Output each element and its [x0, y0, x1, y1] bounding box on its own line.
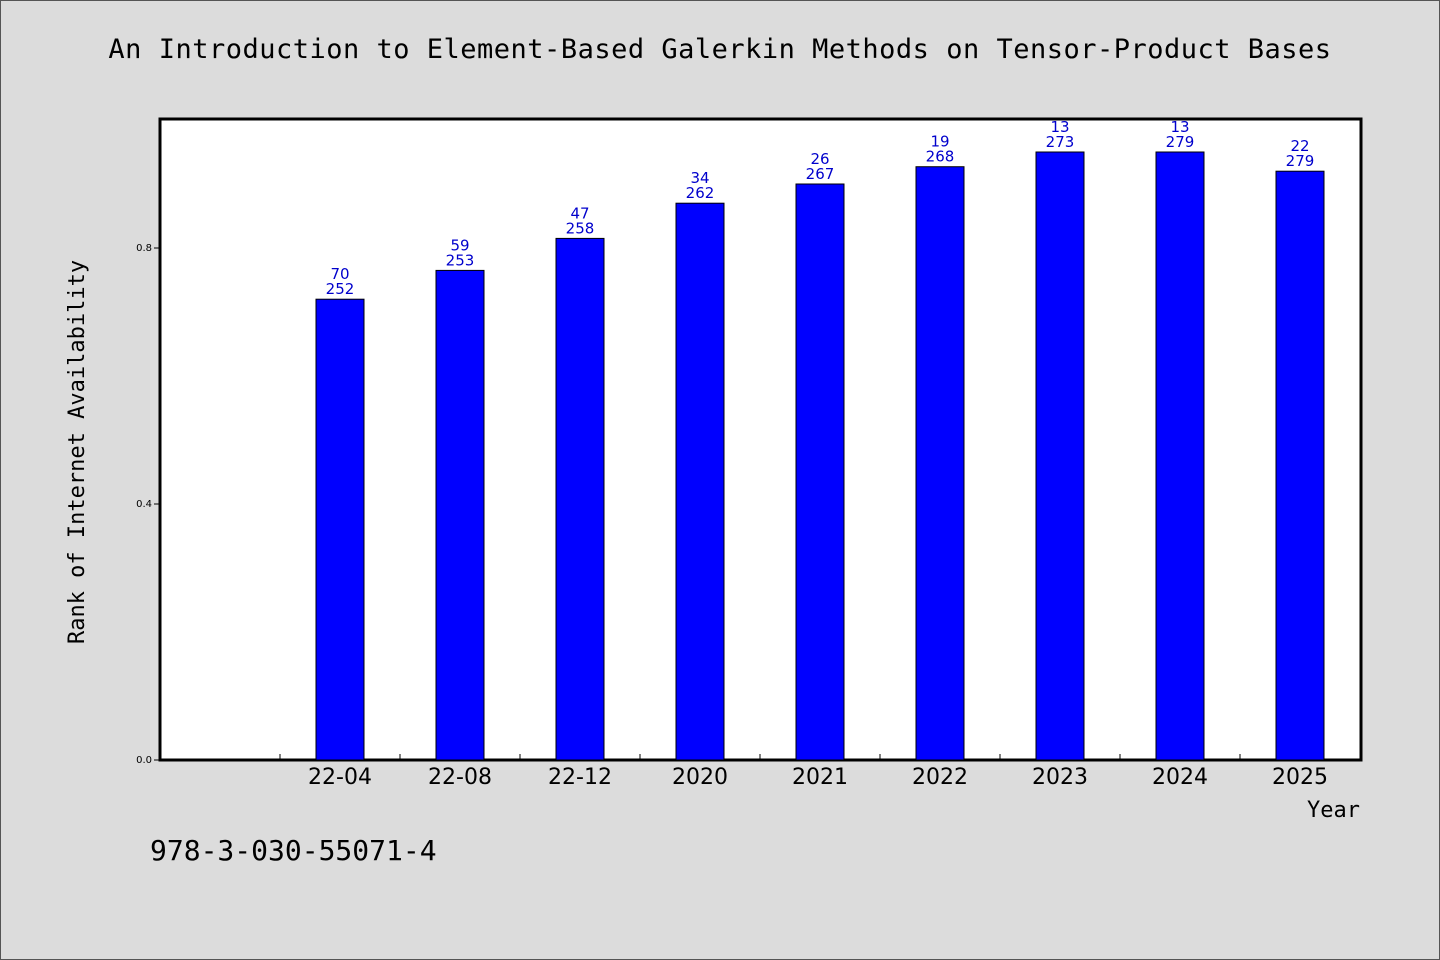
- bar: [675, 202, 725, 761]
- bar: [795, 183, 845, 761]
- x-tick-label: 2021: [792, 765, 848, 790]
- bar: [1275, 170, 1325, 761]
- bar-label-top: 70: [330, 265, 349, 283]
- chart-title: An Introduction to Element-Based Galerki…: [108, 34, 1332, 65]
- x-tick-label: 2025: [1272, 765, 1328, 790]
- bar-label-top: 26: [810, 150, 829, 168]
- x-tick-label: 2024: [1152, 765, 1208, 790]
- x-tick-label: 2020: [672, 765, 728, 790]
- bar-label-top: 13: [1050, 118, 1069, 136]
- bar-label-bottom: 267: [806, 165, 835, 183]
- bar-label-top: 13: [1170, 118, 1189, 136]
- bar-label-top: 47: [570, 204, 589, 222]
- x-axis-title: Year: [1307, 798, 1360, 823]
- bar-label-bottom: 279: [1166, 133, 1195, 151]
- y-axis-title: Rank of Internet Availability: [65, 260, 90, 644]
- x-tick-label: 22-12: [548, 765, 612, 790]
- bar-label-top: 59: [450, 236, 469, 254]
- bar-label-top: 22: [1290, 137, 1309, 155]
- x-tick-label: 2022: [912, 765, 968, 790]
- bar-label-bottom: 258: [566, 219, 595, 237]
- bar-label-bottom: 253: [446, 251, 475, 269]
- bar: [915, 166, 965, 761]
- bar: [555, 237, 605, 761]
- x-tick-label: 22-04: [308, 765, 372, 790]
- bar-label-top: 19: [930, 133, 949, 151]
- bar: [315, 298, 365, 761]
- bar: [1155, 151, 1205, 761]
- bar-label-bottom: 273: [1046, 133, 1075, 151]
- bar-label-bottom: 262: [686, 184, 715, 202]
- bar: [1035, 151, 1085, 761]
- x-tick-label: 2023: [1032, 765, 1088, 790]
- x-tick-label: 22-08: [428, 765, 492, 790]
- y-tick-label: 0.8: [136, 243, 152, 254]
- isbn-label: 978-3-030-55071-4: [150, 834, 437, 867]
- bar-label-bottom: 268: [926, 148, 955, 166]
- bar-label-top: 34: [690, 169, 709, 187]
- y-tick-label: 0.4: [136, 499, 152, 510]
- bar: [435, 269, 485, 761]
- bar-label-bottom: 252: [326, 280, 355, 298]
- bar-label-bottom: 279: [1286, 152, 1315, 170]
- y-tick-label: 0.0: [136, 755, 152, 766]
